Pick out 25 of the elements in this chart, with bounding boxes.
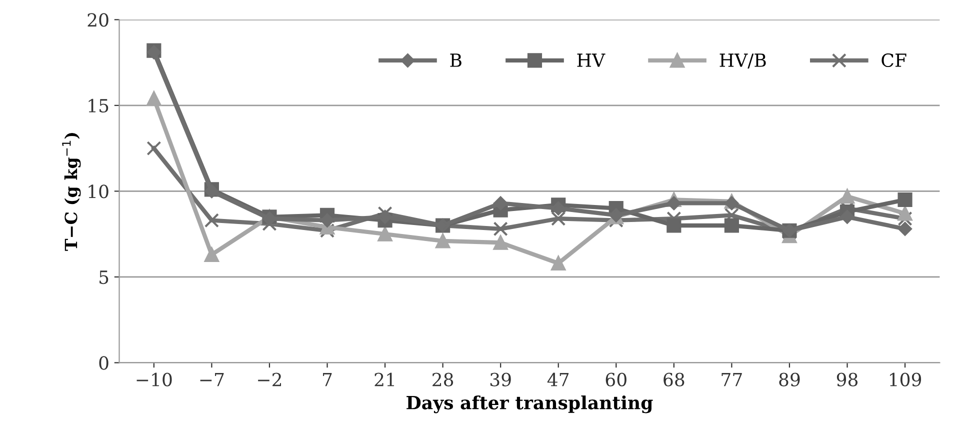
x-tick-label: 47 xyxy=(547,372,569,386)
x-tick-label: 68 xyxy=(664,372,684,386)
y-tick-label: 15 xyxy=(88,98,108,113)
legend-label: B xyxy=(450,54,462,67)
y-tick-label: 10 xyxy=(88,184,108,198)
x-tick-label: 77 xyxy=(722,372,742,386)
x-tick-label: 21 xyxy=(374,372,394,386)
y-tick-label: 0 xyxy=(99,356,108,370)
y-tick-label: 5 xyxy=(100,270,108,284)
legend-label: CF xyxy=(882,53,906,68)
x-tick-label: 39 xyxy=(490,372,511,386)
y-tick-label: 20 xyxy=(88,13,108,27)
x-tick-label: 109 xyxy=(890,372,922,386)
x-axis-title: Days after transplanting xyxy=(406,395,653,414)
x-tick-label: −7 xyxy=(200,372,224,386)
x-tick-label: 89 xyxy=(779,372,800,386)
x-tick-label: −10 xyxy=(136,372,172,386)
x-tick-label: 60 xyxy=(606,372,626,386)
legend-label: HV/B xyxy=(720,54,766,68)
legend-label: HV xyxy=(577,54,606,67)
x-tick-label: 28 xyxy=(432,372,454,386)
x-tick-label: 7 xyxy=(323,372,332,386)
x-tick-label: 98 xyxy=(836,372,858,386)
y-axis-title: T−C (g kg$^{−1}$) xyxy=(62,133,81,251)
x-tick-label: −2 xyxy=(258,372,282,386)
